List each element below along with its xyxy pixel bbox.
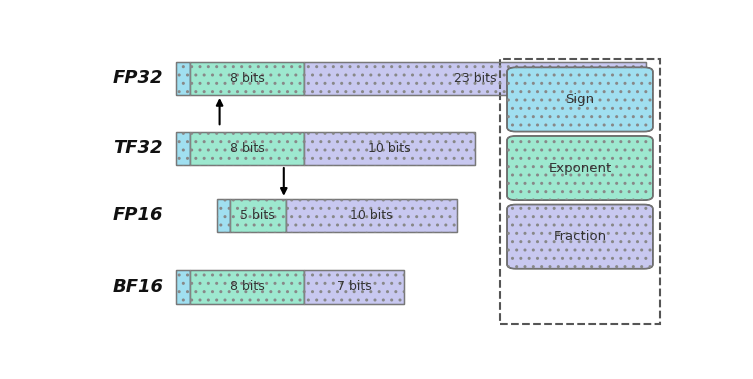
FancyBboxPatch shape (507, 205, 653, 269)
Bar (176, 270, 191, 304)
Text: 7 bits: 7 bits (337, 280, 371, 293)
Text: Exponent: Exponent (548, 161, 611, 175)
Text: TF32: TF32 (113, 139, 163, 157)
Text: FP16: FP16 (113, 207, 163, 224)
Text: 5 bits: 5 bits (240, 209, 275, 222)
Bar (304, 61, 645, 95)
Bar (191, 270, 304, 304)
Bar (286, 199, 457, 232)
Bar (191, 61, 304, 95)
FancyBboxPatch shape (507, 67, 653, 132)
Text: 10 bits: 10 bits (368, 142, 410, 155)
Bar (191, 270, 304, 304)
Bar (176, 132, 191, 165)
Text: Fraction: Fraction (553, 230, 606, 243)
Bar (304, 270, 404, 304)
Bar (217, 199, 230, 232)
Bar (176, 270, 191, 304)
Bar (500, 59, 660, 324)
Text: 10 bits: 10 bits (350, 209, 393, 222)
Bar (304, 132, 474, 165)
Text: 8 bits: 8 bits (230, 142, 265, 155)
Bar (230, 199, 286, 232)
Bar (286, 199, 457, 232)
Bar (176, 61, 191, 95)
FancyBboxPatch shape (507, 136, 653, 200)
Text: FP32: FP32 (113, 69, 163, 87)
Bar (191, 61, 304, 95)
Bar (191, 132, 304, 165)
Text: Sign: Sign (566, 93, 595, 106)
Text: 8 bits: 8 bits (230, 72, 265, 85)
Text: 8 bits: 8 bits (230, 280, 265, 293)
Text: BF16: BF16 (112, 278, 163, 296)
Bar (176, 132, 191, 165)
Bar (304, 270, 404, 304)
Bar (304, 132, 474, 165)
Bar (230, 199, 286, 232)
Text: 23 bits: 23 bits (453, 72, 496, 85)
Bar (191, 132, 304, 165)
Bar (176, 61, 191, 95)
Bar (217, 199, 230, 232)
Bar (304, 61, 645, 95)
